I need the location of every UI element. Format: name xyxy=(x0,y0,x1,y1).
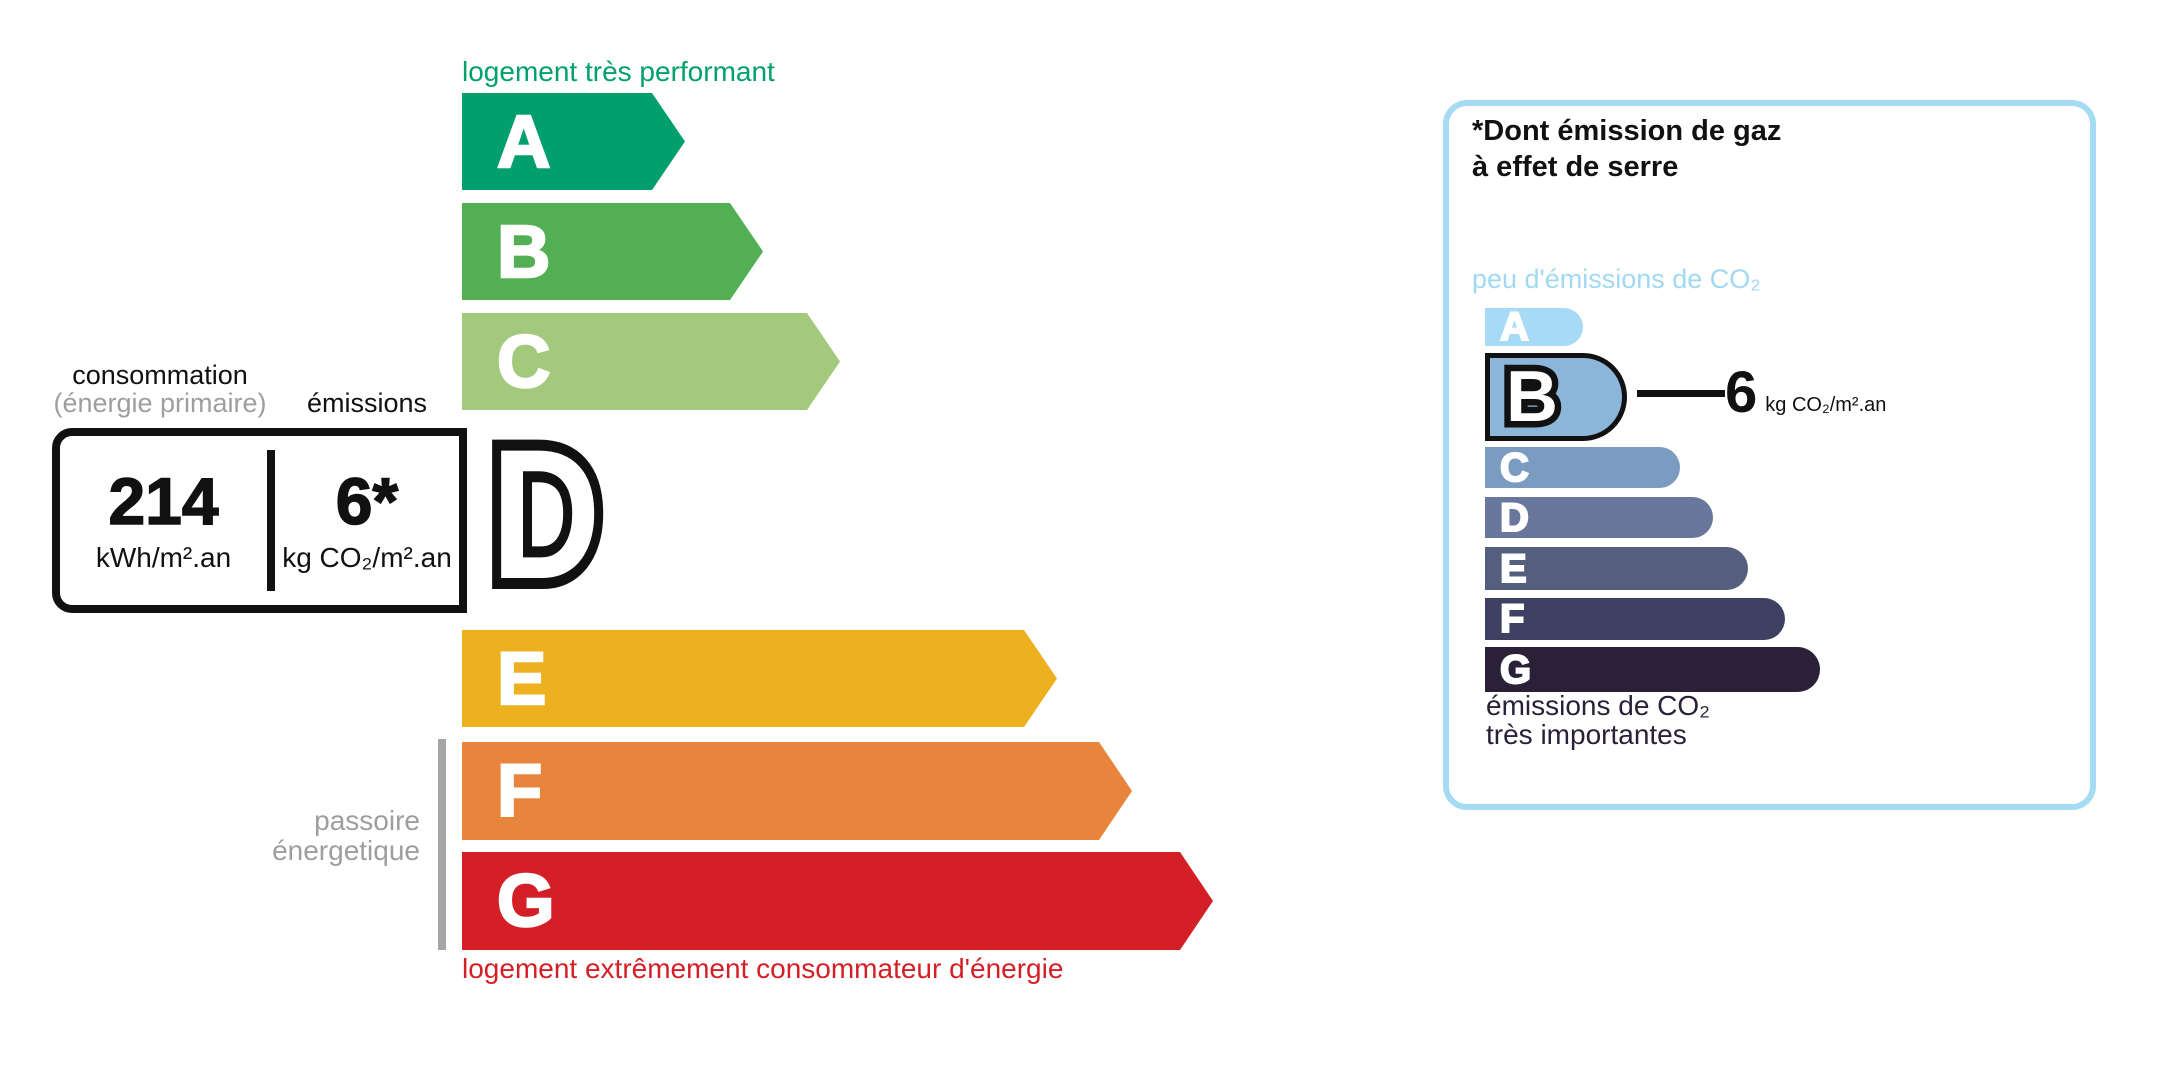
co2-grade-letter-a: A xyxy=(1499,305,1530,349)
consumption-header: consommation xyxy=(72,360,248,390)
energy-grade-g: G xyxy=(462,852,1213,950)
passoire-bracket-bar xyxy=(438,739,446,950)
consumption-subheader: (énergie primaire) xyxy=(53,388,267,418)
energy-grade-b: B xyxy=(462,203,763,300)
grade-letter-fill: D xyxy=(491,411,601,618)
emissions-unit: kg CO₂/m².an xyxy=(282,541,452,573)
co2-grade-g: G xyxy=(1485,647,1820,692)
energy-grade-a: A xyxy=(462,93,685,190)
co2-high-caption-line1: émissions de CO₂ xyxy=(1486,690,1711,721)
co2-grade-letter-c: C xyxy=(1499,445,1530,490)
co2-grade-letter-g: G xyxy=(1499,647,1532,692)
consumption-emissions-box: 214 kWh/m².an 6* kg CO₂/m².an xyxy=(52,428,467,613)
grade-letter-fill: B xyxy=(1506,357,1558,437)
co2-panel-title: *Dont émission de gaz à effet de serre xyxy=(1472,113,1781,185)
co2-grade-letter-f: F xyxy=(1499,597,1525,641)
passoire-caption: passoire énergetique xyxy=(180,806,420,866)
co2-panel-title-line2: à effet de serre xyxy=(1472,151,1679,183)
co2-low-caption: peu d'émissions de CO₂ xyxy=(1472,264,1761,294)
emissions-header: émissions xyxy=(306,388,428,418)
bottom-caption: logement extrêmement consommateur d'éner… xyxy=(462,953,1064,984)
co2-panel-title-line1: *Dont émission de gaz xyxy=(1472,115,1782,147)
top-caption: logement très performant xyxy=(462,56,775,87)
consumption-unit: kWh/m².an xyxy=(95,541,232,573)
grade-letter-c: C xyxy=(497,319,551,403)
co2-grade-e: E xyxy=(1485,547,1748,590)
emissions-value: 6* xyxy=(335,463,399,538)
co2-value-connector xyxy=(1637,390,1725,397)
consumption-value: 214 xyxy=(108,463,220,538)
grade-letter-f: F xyxy=(497,749,543,832)
co2-value: 6 kg CO₂/m².an xyxy=(1725,364,1886,422)
co2-value-number: 6 xyxy=(1725,360,1758,425)
co2-grade-f: F xyxy=(1485,598,1785,640)
co2-grade-letter-e: E xyxy=(1499,546,1528,591)
grade-letter-b: B xyxy=(497,209,551,293)
co2-grade-d: D xyxy=(1485,495,1713,540)
consumption-cell: 214 kWh/m².an xyxy=(60,436,267,605)
co2-grade-letter-d: D xyxy=(1499,495,1530,540)
value-box-divider xyxy=(267,450,275,591)
co2-panel: *Dont émission de gaz à effet de serre p… xyxy=(1443,100,2096,810)
energy-grade-f: F xyxy=(462,742,1132,840)
grade-letter-stroke: B xyxy=(1500,355,1565,440)
energy-grade-e: E xyxy=(462,630,1057,727)
co2-grade-c: C xyxy=(1485,445,1680,490)
energy-grade-c: C xyxy=(462,313,840,410)
co2-value-unit: kg CO₂/m².an xyxy=(1765,394,1887,416)
passoire-caption-line1: passoire xyxy=(314,805,420,836)
grade-letter-a: A xyxy=(497,99,551,183)
grade-letter-e: E xyxy=(497,636,547,720)
emissions-cell: 6* kg CO₂/m².an xyxy=(275,436,459,605)
passoire-caption-line2: énergetique xyxy=(272,835,420,866)
co2-grade-a: A xyxy=(1485,305,1583,349)
grade-letter-g: G xyxy=(497,859,555,942)
grade-letter-stroke: D xyxy=(482,411,610,618)
co2-high-caption: émissions de CO₂ très importantes xyxy=(1486,691,1710,749)
co2-high-caption-line2: très importantes xyxy=(1486,719,1687,750)
